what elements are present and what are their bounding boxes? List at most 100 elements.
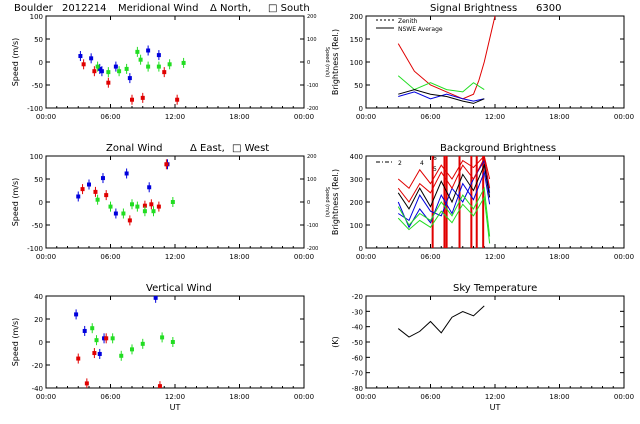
vertical-xtick-label: 00:00 xyxy=(36,393,56,401)
zonal-point xyxy=(151,209,156,214)
signal-title: Signal Brightness xyxy=(430,3,517,14)
background-xtick-label: 06:00 xyxy=(420,253,440,261)
meridional-point xyxy=(167,62,172,67)
zonal-ytick-label: -50 xyxy=(32,222,43,230)
zonal-point xyxy=(135,204,140,209)
meridional-point xyxy=(130,97,134,102)
vertical-point xyxy=(90,326,95,331)
zonal-ytick-right-label: -200 xyxy=(307,246,318,252)
meridional-ytick-label: 0 xyxy=(39,59,43,67)
vertical-point xyxy=(157,384,162,388)
legend-number-2: 2 xyxy=(398,160,402,167)
vertical-point xyxy=(94,338,99,343)
meridional-xtick-label: 00:00 xyxy=(294,113,314,121)
vertical-xlabel: UT xyxy=(170,403,181,412)
signal-xtick-label: 06:00 xyxy=(420,113,440,121)
background-ytick-label: 200 xyxy=(350,199,363,207)
background-series-group xyxy=(397,156,491,244)
sky-xtick-label: 06:00 xyxy=(420,393,440,401)
background-series-line xyxy=(397,170,491,229)
meridional-point xyxy=(117,69,122,74)
vertical-xtick-label: 12:00 xyxy=(165,393,185,401)
sky-ytick-label: -30 xyxy=(352,308,363,316)
meridional-point xyxy=(181,60,186,65)
zonal-xtick-label: 00:00 xyxy=(294,253,314,261)
vertical-xtick-label: 18:00 xyxy=(229,393,249,401)
meridional-point xyxy=(99,69,104,74)
meridional-ylabel: Speed (m/s) xyxy=(11,38,20,87)
vertical-point xyxy=(97,351,102,356)
zonal-point xyxy=(93,189,98,194)
zonal-point xyxy=(149,202,154,207)
background-ylabel: Brightness (Rel.) xyxy=(331,169,340,235)
zonal-point xyxy=(113,211,118,216)
vertical-series-group xyxy=(74,296,175,388)
sky-series-line xyxy=(397,305,485,338)
background-series-line xyxy=(397,163,491,210)
background-series-line xyxy=(397,159,491,222)
zonal-title: Zonal Wind xyxy=(106,143,163,154)
background-panel: 00:00 06:00 12:00 18:00 00:00 400 300 200 100 0 Br… xyxy=(331,153,634,261)
zonal-ytick-right-label: 0 xyxy=(307,200,310,206)
signal-series-line xyxy=(397,16,496,100)
zonal-legend-west: □ West xyxy=(232,143,269,154)
zonal-point xyxy=(80,187,85,192)
background-series-line xyxy=(397,186,491,237)
zonal-point xyxy=(147,185,152,190)
vertical-point xyxy=(82,328,87,333)
vertical-frame xyxy=(45,295,305,389)
zonal-xtick-label: 06:00 xyxy=(100,253,120,261)
vertical-point xyxy=(104,336,109,341)
signal-ytick-label: 200 xyxy=(350,13,363,21)
meridional-point xyxy=(162,70,167,75)
meridional-xtick-label: 00:00 xyxy=(36,113,56,121)
background-ytick-label: 400 xyxy=(350,153,363,161)
sky-xtick-label: 00:00 xyxy=(356,393,376,401)
background-ytick-label: 0 xyxy=(359,245,363,253)
background-xtick-label: 00:00 xyxy=(614,253,634,261)
background-xtick-label: 18:00 xyxy=(549,253,569,261)
vertical-point xyxy=(76,356,81,361)
meridional-xtick-label: 06:00 xyxy=(100,113,120,121)
zonal-panel: 00:00 06:00 12:00 18:00 00:00 100 50 0 -50 -100 20… xyxy=(11,153,330,261)
vertical-point xyxy=(153,296,158,300)
zonal-xtick-label: 18:00 xyxy=(229,253,249,261)
zonal-ytick-right-label: -100 xyxy=(307,223,318,229)
meridional-title: Meridional Wind xyxy=(118,3,198,14)
legend-zenith-label: Zenith xyxy=(398,18,418,25)
meridional-point xyxy=(127,76,132,81)
meridional-ytick-right-label: 100 xyxy=(307,37,317,43)
plots: 00:00 06:00 12:00 18:00 00:00100500-50-10020… xyxy=(11,13,634,412)
zonal-point xyxy=(87,182,91,187)
meridional-point xyxy=(124,66,129,71)
zonal-ylabel: Speed (m/s) xyxy=(11,178,20,227)
sky-panel: 00:00 06:00 12:00 18:00 00:00 -20 -30 -40 -50 -60… xyxy=(331,293,634,412)
vertical-xtick-label: 06:00 xyxy=(100,393,120,401)
meridional-point xyxy=(89,56,94,61)
meridional-point xyxy=(97,66,102,71)
vertical-ytick-label: -20 xyxy=(32,362,43,370)
sky-frame xyxy=(365,295,625,389)
meridional-point xyxy=(156,53,161,58)
sky-ylabel: (K) xyxy=(331,336,340,348)
zonal-ytick-right-label: 100 xyxy=(307,177,317,183)
meridional-frame xyxy=(45,15,305,109)
meridional-point xyxy=(175,97,180,102)
vertical-title: Vertical Wind xyxy=(146,283,212,294)
signal-ytick-label: 150 xyxy=(350,36,363,44)
zonal-point xyxy=(121,211,126,216)
signal-xtick-label: 12:00 xyxy=(485,113,505,121)
meridional-ylabel-right: Speed (m/s) xyxy=(324,47,330,77)
vertical-panel: 00:00 06:00 12:00 18:00 00:00 40 20 0 -20 -40 Spee… xyxy=(11,293,314,412)
meridional-point xyxy=(140,95,145,100)
signal-ylabel: Brightness (Rel.) xyxy=(331,29,340,95)
zonal-point xyxy=(127,218,132,223)
meridional-point xyxy=(78,54,83,59)
meridional-ytick-label: -50 xyxy=(32,82,43,90)
signal-legend: Zenith NSWE Average xyxy=(376,18,443,33)
vertical-point xyxy=(110,336,115,341)
zonal-point xyxy=(130,202,134,207)
meridional-ytick-right-label: -200 xyxy=(307,106,318,112)
meridional-point xyxy=(106,80,111,85)
